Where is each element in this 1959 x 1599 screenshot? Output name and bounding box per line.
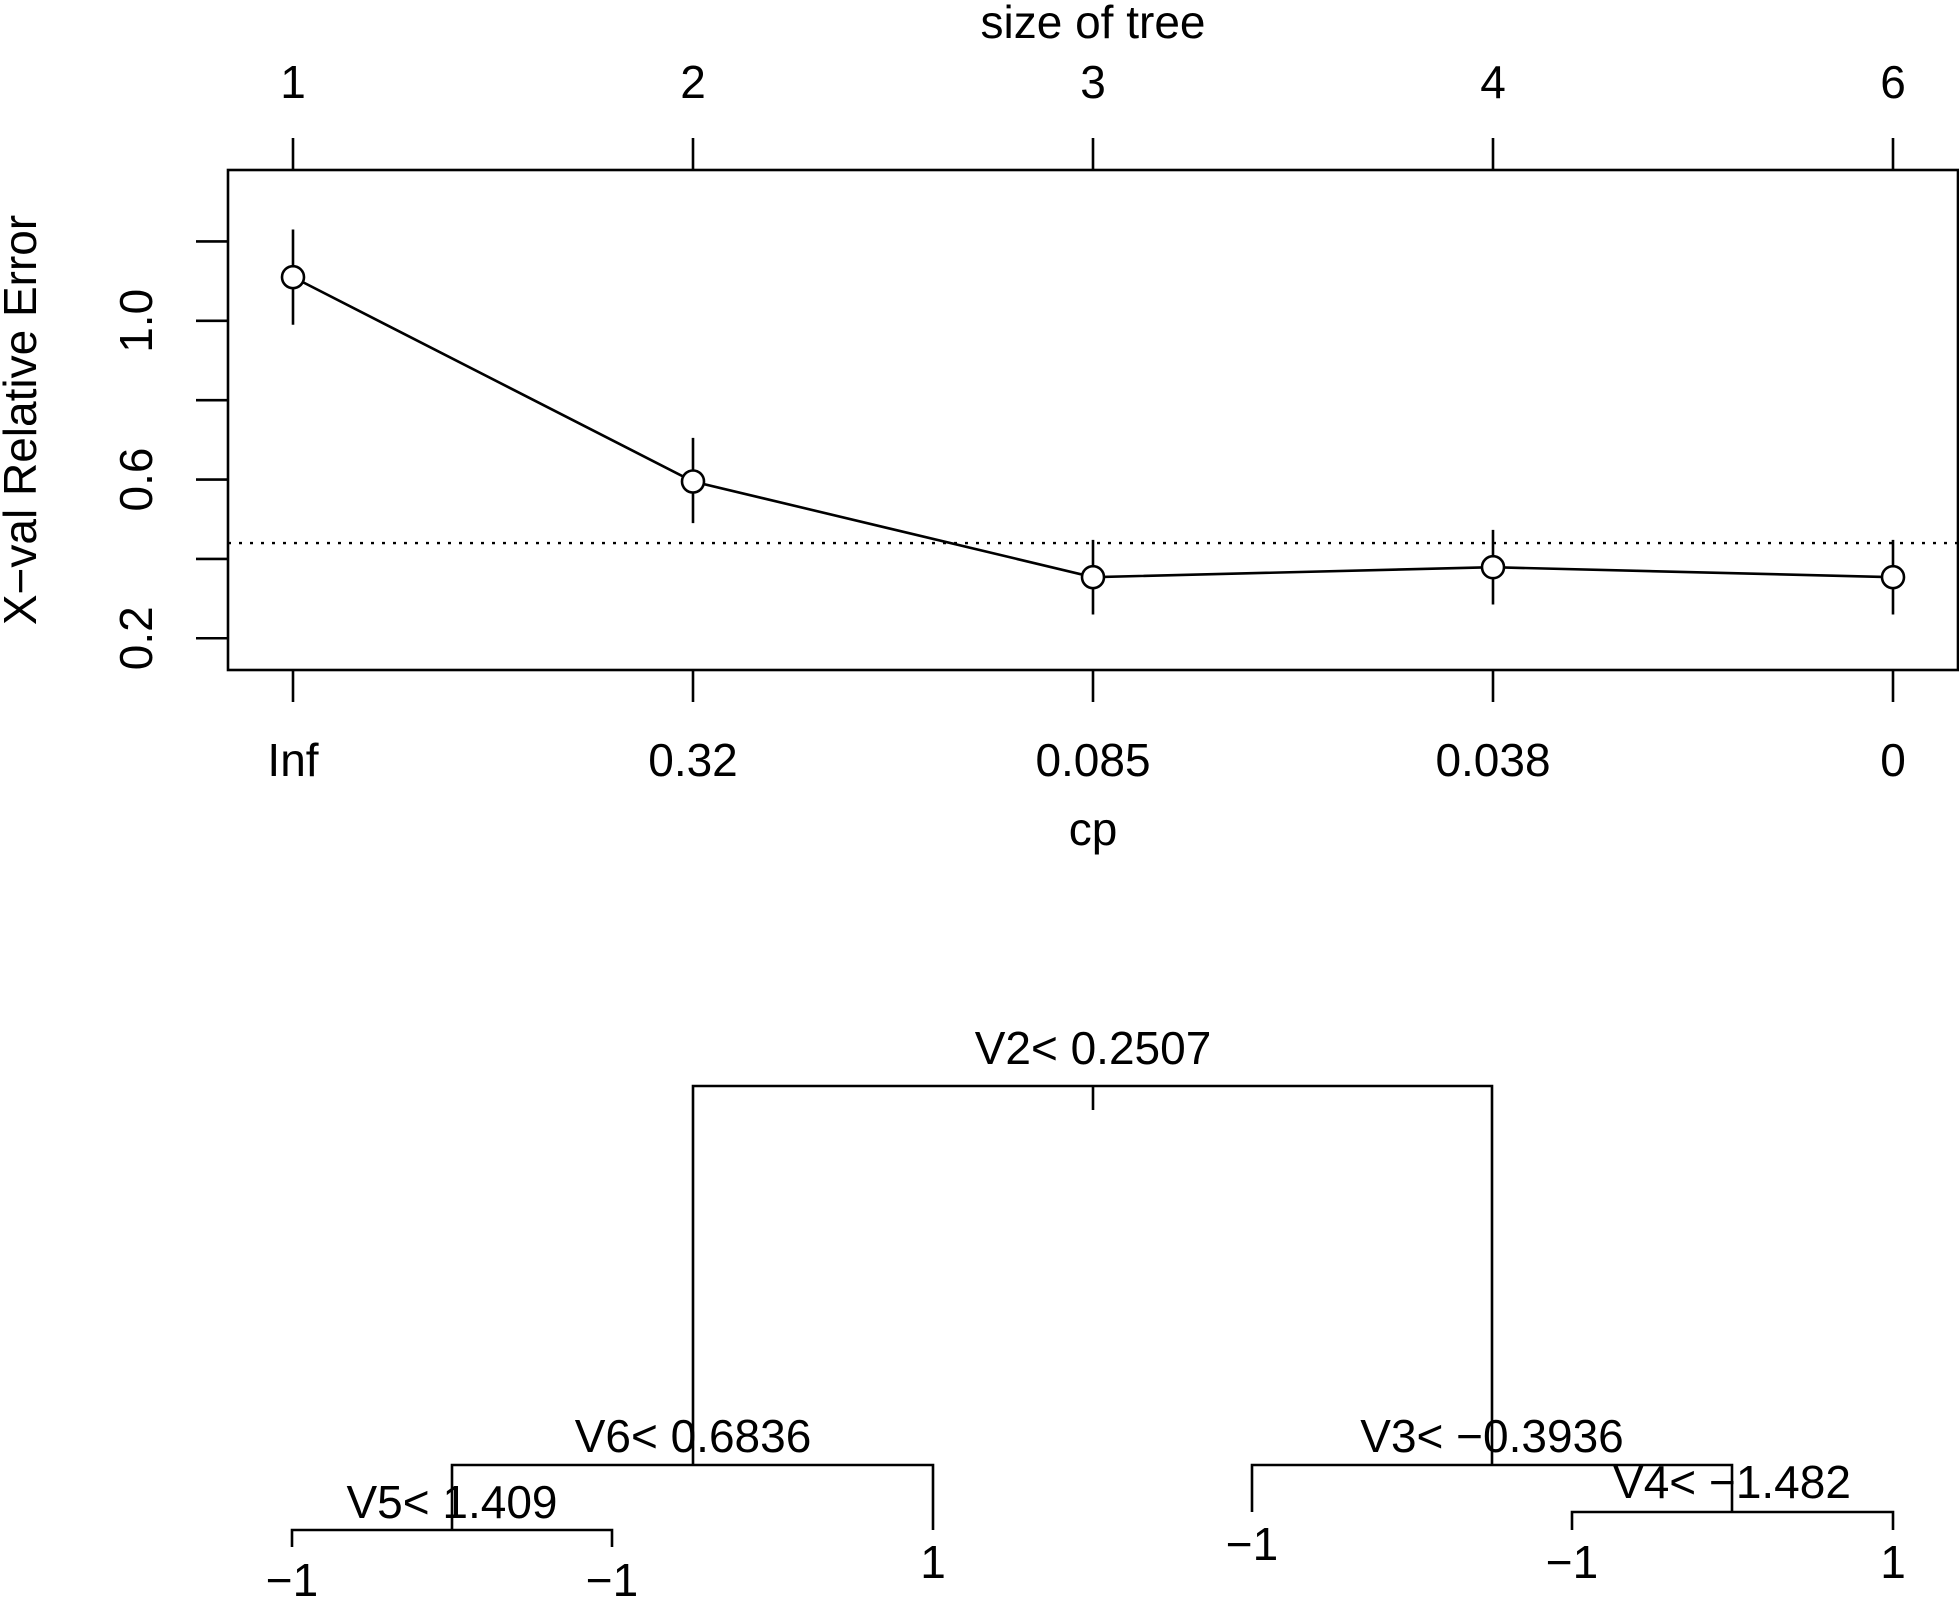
node-label-left-left: V5< 1.409 [346, 1476, 557, 1528]
top-tick-label: 2 [680, 56, 706, 108]
leaf-label: −1 [1546, 1536, 1598, 1588]
bottom-tick-label: 0 [1880, 734, 1906, 786]
data-point [1080, 564, 1106, 590]
tree-branch-right [1250, 1463, 1734, 1512]
leaf-label: 1 [1880, 1536, 1906, 1588]
data-point [280, 264, 306, 290]
bottom-axis: Inf 0.32 0.085 0.038 0 [267, 670, 1906, 786]
node-label-left: V6< 0.6836 [575, 1410, 812, 1462]
tree-branch-right-right [1570, 1510, 1895, 1530]
leaf-label: −1 [586, 1554, 638, 1599]
tree-branch-root [691, 1084, 1494, 1465]
left-tick-label: 0.2 [110, 606, 162, 670]
top-axis-label: size of tree [981, 0, 1206, 48]
left-tick-label: 0.6 [110, 448, 162, 512]
cp-plot: size of tree cp X−val Relative Error 1 2 3… [0, 0, 1959, 855]
data-points [280, 264, 1906, 590]
data-point [680, 469, 706, 494]
error-bars [291, 229, 1895, 615]
top-tick-label: 6 [1880, 56, 1906, 108]
bottom-tick-label: Inf [267, 734, 318, 786]
y-axis-label: X−val Relative Error [0, 215, 46, 625]
data-point [1480, 554, 1506, 580]
bottom-tick-label: 0.085 [1035, 734, 1150, 786]
tree-branch-left [450, 1463, 935, 1530]
leaf-label: 1 [920, 1536, 946, 1588]
data-point [1880, 564, 1906, 590]
left-axis: 0.2 0.6 1.0 [110, 240, 228, 670]
top-tick-label: 3 [1080, 56, 1106, 108]
decision-tree: V2< 0.2507 V6< 0.6836 V5< 1.409 V3< −0.3… [266, 1022, 1906, 1599]
top-tick-label: 1 [280, 56, 306, 108]
left-tick-label: 1.0 [110, 289, 162, 353]
top-tick-label: 4 [1480, 56, 1506, 108]
node-label-root: V2< 0.2507 [975, 1022, 1212, 1074]
bottom-tick-label: 0.32 [648, 734, 738, 786]
node-label-right-right: V4< −1.482 [1613, 1456, 1851, 1508]
bottom-tick-label: 0.038 [1435, 734, 1550, 786]
leaf-label: −1 [266, 1554, 318, 1599]
tree-branch-left-left [290, 1528, 614, 1547]
leaf-label: −1 [1226, 1518, 1278, 1570]
node-label-right: V3< −0.3936 [1360, 1410, 1623, 1462]
top-axis: 1 2 3 4 6 [280, 56, 1906, 170]
series-line [292, 275, 1894, 579]
x-axis-label: cp [1069, 803, 1118, 855]
